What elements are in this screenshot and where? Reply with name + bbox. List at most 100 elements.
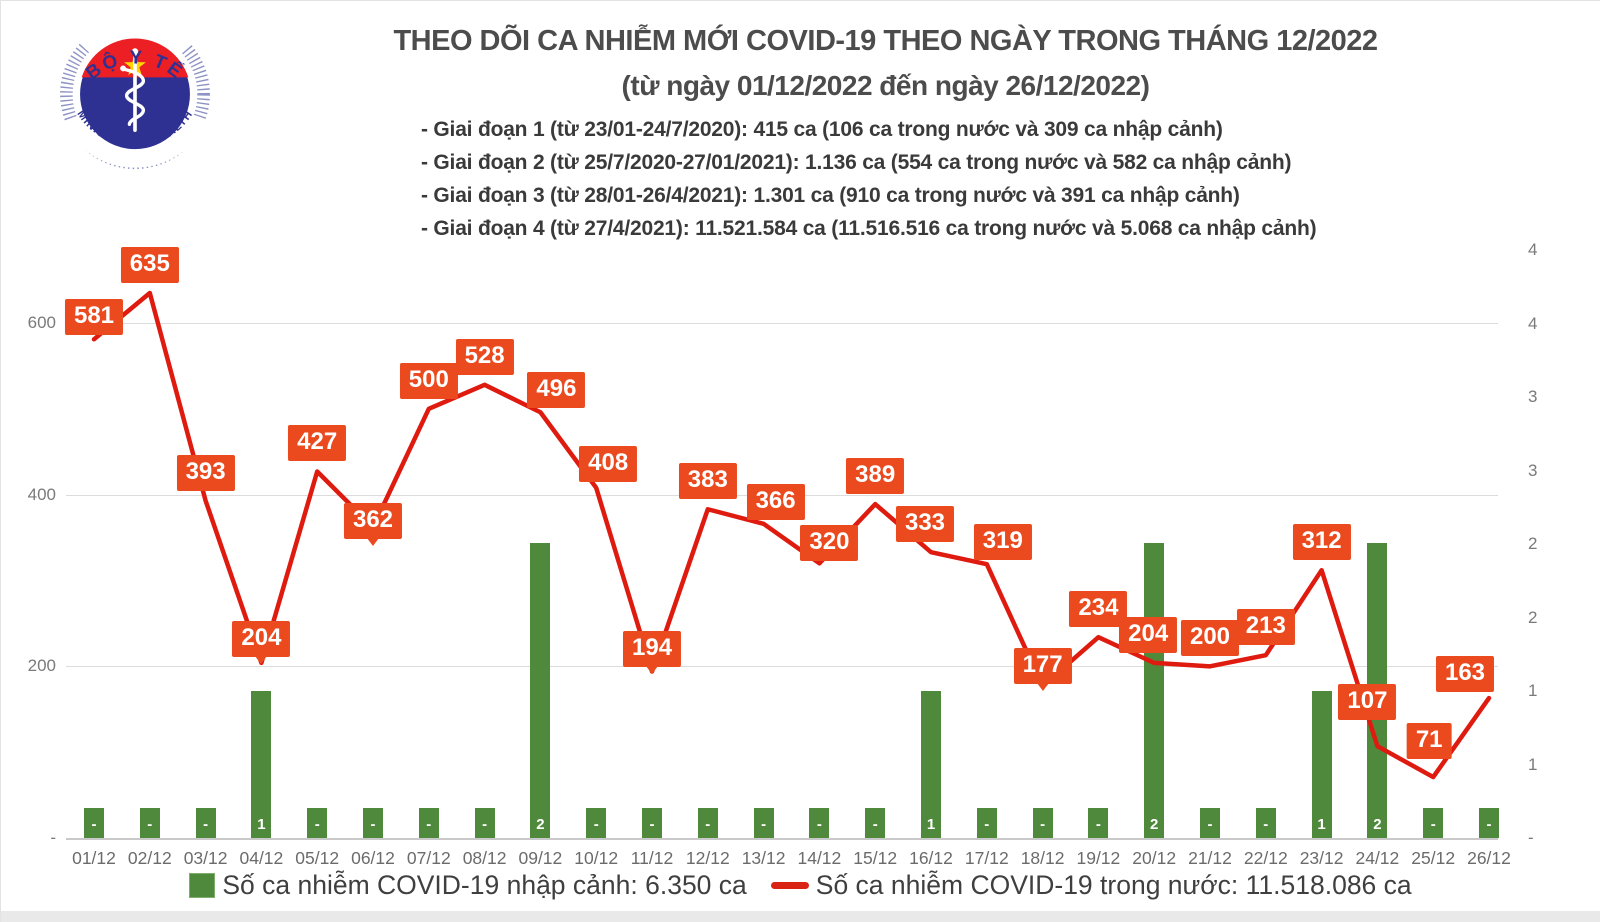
bar-label: - [984, 816, 990, 833]
imported-cases-bar: - [809, 808, 830, 838]
chart-legend: Số ca nhiễm COVID-19 nhập cảnh: 6.350 ca… [1, 870, 1600, 901]
x-axis-label: 08/12 [462, 848, 507, 868]
x-axis-label: 06/12 [351, 848, 395, 868]
x-axis-label: 26/12 [1467, 848, 1511, 868]
data-label: 312 [1292, 524, 1351, 561]
data-label: 320 [800, 525, 859, 562]
data-label: 383 [678, 463, 737, 500]
left-axis-tick: 400 [27, 484, 56, 504]
bar-label: - [1486, 816, 1492, 833]
right-axis-tick: 3 [1528, 387, 1538, 406]
data-label: 635 [120, 246, 179, 283]
imported-cases-bar: - [1032, 808, 1053, 838]
right-axis-tick: 1 [1528, 681, 1538, 700]
imported-cases-bar: 1 [251, 690, 272, 838]
bar-label: - [1040, 816, 1046, 833]
gridline [66, 666, 1498, 668]
bar-label: - [1207, 816, 1213, 833]
bar-label: 1 [926, 816, 936, 833]
imported-cases-bar: - [418, 808, 439, 838]
data-label: 496 [527, 372, 586, 409]
data-label: 234 [1069, 591, 1128, 628]
gridline [66, 323, 1498, 324]
x-axis-label: 16/12 [909, 848, 953, 868]
chart-subtitle: (từ ngày 01/12/2022 đến ngày 26/12/2022) [621, 70, 1150, 101]
label-pointer-icon [366, 538, 379, 547]
data-label: 581 [64, 299, 124, 336]
imported-cases-bar: - [753, 808, 774, 838]
imported-cases-bar: - [865, 808, 886, 838]
bottom-strip [1, 911, 1600, 922]
data-label: 408 [579, 445, 638, 482]
data-label: 427 [288, 425, 347, 462]
legend-item-imported: Số ca nhiễm COVID-19 nhập cảnh: 6.350 ca [189, 870, 747, 901]
x-axis-label: 11/12 [630, 848, 674, 868]
imported-cases-bar: - [1088, 808, 1109, 838]
x-axis-label: 14/12 [797, 848, 842, 868]
phase-note-line: - Giai đoạn 1 (từ 23/01-24/7/2020): 415 … [421, 118, 1223, 141]
x-axis-label: 21/12 [1188, 848, 1232, 868]
bar-label: - [147, 816, 153, 833]
x-axis-label: 10/12 [574, 848, 619, 868]
left-axis-tick: 600 [27, 313, 56, 332]
x-axis-label: 03/12 [183, 848, 228, 868]
right-axis-tick: 4 [1528, 240, 1538, 259]
x-axis-label: 19/12 [1076, 848, 1121, 868]
x-axis-label: 07/12 [406, 848, 451, 868]
label-pointer-icon [1036, 683, 1049, 692]
x-axis-label: 12/12 [685, 848, 730, 868]
right-axis-tick: 1 [1528, 754, 1538, 774]
x-axis-label: 17/12 [964, 848, 1009, 868]
x-axis-label: 15/12 [853, 848, 898, 868]
data-label: 71 [1406, 723, 1452, 760]
data-label: 528 [455, 338, 514, 375]
imported-cases-bar: - [1423, 808, 1444, 838]
chart-title: THEO DÕI CA NHIỄM MỚI COVID-19 THEO NGÀY… [393, 25, 1378, 57]
phase-note-line: - Giai đoạn 3 (từ 28/01-26/4/2021): 1.30… [421, 184, 1240, 207]
x-axis-label: 01/12 [72, 848, 116, 868]
x-axis-label: 25/12 [1411, 848, 1456, 868]
data-label: 200 [1180, 620, 1240, 657]
imported-cases-bar: 2 [1144, 543, 1165, 838]
bar-label: 2 [1150, 816, 1159, 833]
x-axis-label: 20/12 [1132, 848, 1177, 868]
data-label: 393 [176, 454, 235, 491]
bar-label: 1 [257, 816, 266, 833]
bar-label: 2 [1373, 816, 1382, 833]
bar-label: 2 [536, 816, 545, 833]
bar-label: - [1263, 816, 1269, 833]
logo-asclepius-icon [120, 48, 146, 132]
legend-item-domestic: Số ca nhiễm COVID-19 trong nước: 11.518.… [770, 870, 1412, 901]
bar-label: - [593, 816, 599, 833]
imported-cases-bar: - [1479, 808, 1499, 838]
x-axis-label: 22/12 [1243, 848, 1288, 868]
imported-cases-bar: - [642, 808, 662, 838]
imported-cases-bar: - [1200, 808, 1220, 838]
imported-cases-bar: - [976, 808, 997, 838]
right-axis-tick: 2 [1528, 534, 1538, 553]
right-axis-tick: 4 [1528, 313, 1538, 333]
x-axis-label: 18/12 [1020, 848, 1065, 868]
bar-label: - [314, 816, 320, 833]
data-label: 389 [846, 458, 905, 495]
phase-note-line: - Giai đoạn 4 (từ 27/4/2021): 11.521.584… [421, 217, 1317, 240]
x-axis-label: 13/12 [741, 848, 786, 868]
data-label: 333 [895, 506, 955, 543]
phase-notes: - Giai đoạn 1 (từ 23/01-24/7/2020): 415 … [421, 113, 1317, 245]
x-axis-label: 02/12 [127, 848, 172, 868]
right-axis-tick: - [1528, 828, 1534, 847]
imported-cases-bar: - [307, 808, 328, 838]
bar-label: - [426, 816, 432, 833]
bar-label: - [705, 816, 711, 833]
imported-cases-bar: - [84, 808, 104, 838]
bar-label: - [816, 816, 822, 833]
x-axis-label: 24/12 [1355, 848, 1400, 868]
x-axis-label: 09/12 [518, 848, 563, 868]
ministry-of-health-logo: BỘ Y TẾ MINISTRY OF HEALTH [60, 14, 210, 170]
imported-cases-bar: 1 [921, 690, 941, 838]
phase-note-line: - Giai đoạn 2 (từ 25/7/2020-27/01/2021):… [421, 151, 1292, 174]
data-label: 319 [973, 524, 1032, 561]
right-axis-tick: 3 [1528, 460, 1538, 480]
imported-cases-bar: - [1255, 808, 1276, 838]
